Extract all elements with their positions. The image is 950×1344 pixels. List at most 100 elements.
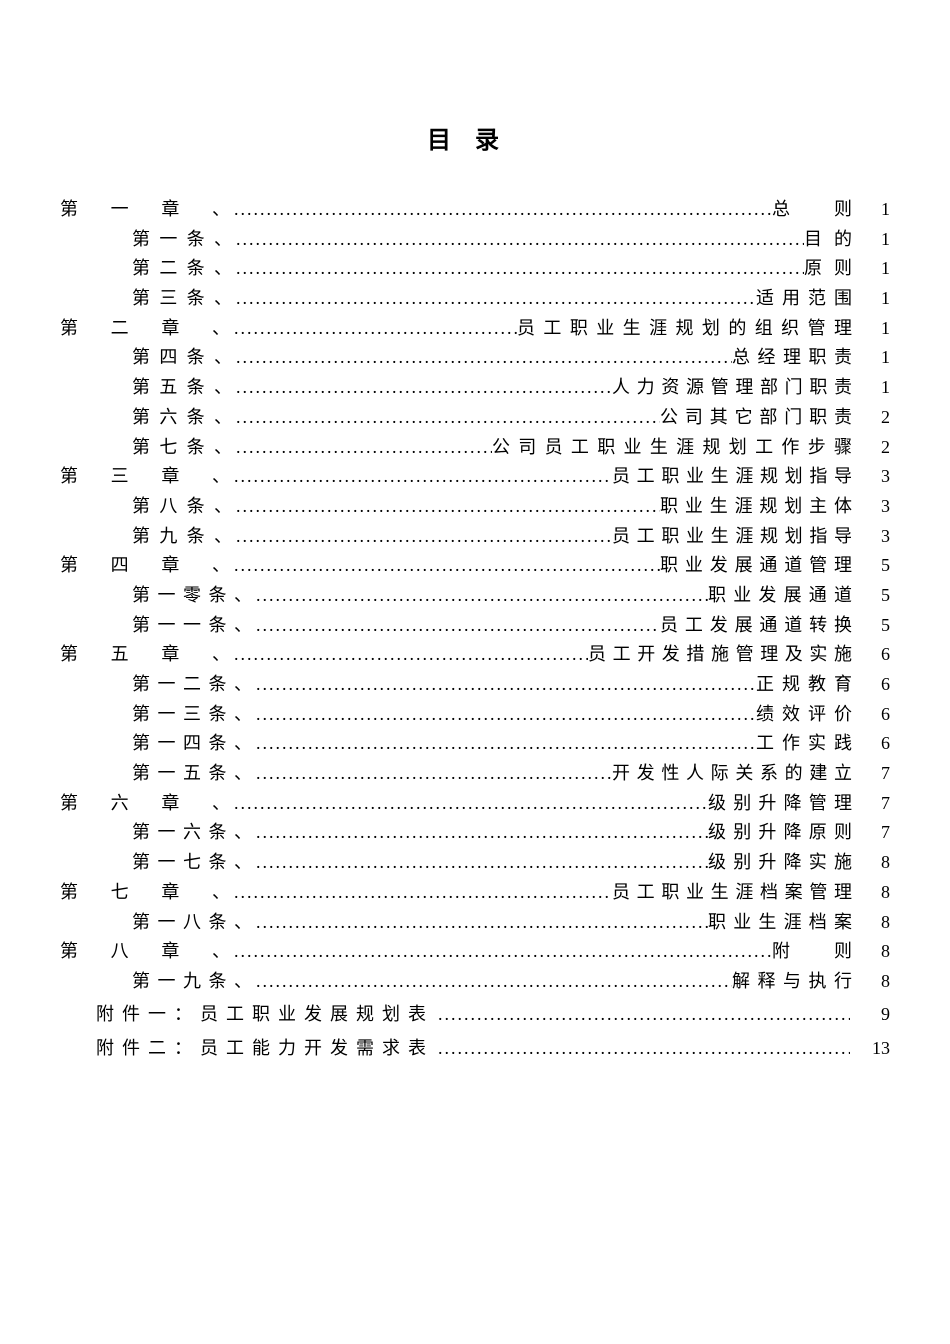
toc-entry: 第九条、....................................…	[60, 522, 890, 552]
toc-entry: 第四条、....................................…	[60, 343, 890, 373]
toc-entry-page: 5	[860, 551, 890, 581]
toc-entry-title: 绩效评价	[756, 700, 852, 730]
toc-dots: ........................................…	[252, 908, 708, 938]
toc-entry-title: 工作实践	[756, 729, 852, 759]
toc-dots: ........................................…	[232, 254, 804, 284]
toc-entry-title: 解释与执行	[732, 967, 852, 997]
toc-entry-title: 正规教育	[756, 670, 852, 700]
toc-entry-label: 第六条、	[132, 403, 232, 433]
toc-entry-title: 目的	[804, 225, 852, 255]
toc-entry-label: 第六章、	[60, 789, 230, 819]
appendix-label: 附件一：员工职业发展规划表	[96, 997, 434, 1031]
toc-entry-title: 级别升降管理	[708, 789, 852, 819]
toc-dots: ........................................…	[232, 403, 660, 433]
toc-entry-page: 2	[860, 433, 890, 463]
toc-entry-page: 3	[860, 522, 890, 552]
toc-entry-page: 8	[860, 878, 890, 908]
toc-entry-page: 5	[860, 611, 890, 641]
toc-entry: 第一三条、...................................…	[60, 700, 890, 730]
toc-entry-title: 级别升降原则	[708, 818, 852, 848]
toc-entry-label: 第七章、	[60, 878, 230, 908]
toc-entry-page: 1	[860, 195, 890, 225]
toc-entry-page: 1	[860, 343, 890, 373]
toc-entry-label: 第二章、	[60, 314, 230, 344]
toc-entry: 第三条、....................................…	[60, 284, 890, 314]
toc-dots: ........................................…	[230, 937, 772, 967]
toc-entry: 第一六条、...................................…	[60, 818, 890, 848]
toc-entry-title: 开发性人际关系的建立	[612, 759, 852, 789]
toc-entry-label: 第四条、	[132, 343, 232, 373]
toc-dots: ........................................…	[230, 640, 588, 670]
toc-dots: ........................................…	[230, 878, 612, 908]
toc-entry-title: 职业发展通道管理	[660, 551, 852, 581]
toc-entry: 第七章、....................................…	[60, 878, 890, 908]
toc-entry-page: 2	[860, 403, 890, 433]
toc-entry-title: 职业生涯规划主体	[660, 492, 852, 522]
toc-entry: 第一章、....................................…	[60, 195, 890, 225]
toc-entry-label: 第一零条、	[132, 581, 252, 611]
toc-entry-label: 第一章、	[60, 195, 230, 225]
toc-entry-label: 第二条、	[132, 254, 232, 284]
toc-dots: ........................................…	[232, 284, 756, 314]
toc-entry-title: 员工职业生涯规划的组织管理	[517, 314, 852, 344]
toc-entry: 第一八条、...................................…	[60, 908, 890, 938]
toc-entry-label: 第一七条、	[132, 848, 252, 878]
toc-dots: ........................................…	[252, 611, 660, 641]
toc-entry-label: 第一条、	[132, 225, 232, 255]
toc-entry-page: 1	[860, 225, 890, 255]
toc-entry: 第五章、....................................…	[60, 640, 890, 670]
toc-dots: ........................................…	[232, 225, 804, 255]
toc-dots: ........................................…	[232, 522, 612, 552]
toc-dots: ........................................…	[230, 462, 612, 492]
toc-entry-label: 第九条、	[132, 522, 232, 552]
toc-dots: ........................................…	[232, 373, 612, 403]
toc-entry-title: 人力资源管理部门职责	[612, 373, 852, 403]
toc-entry-page: 6	[860, 729, 890, 759]
appendix-entry: 附件二：员工能力开发需求表...........................…	[60, 1031, 890, 1065]
toc-entry-page: 1	[860, 314, 890, 344]
toc-entry-label: 第三条、	[132, 284, 232, 314]
toc-entry-label: 第一八条、	[132, 908, 252, 938]
toc-entry-page: 7	[860, 789, 890, 819]
toc-entry: 第八条、....................................…	[60, 492, 890, 522]
toc-entry-label: 第一四条、	[132, 729, 252, 759]
toc-entry-page: 8	[860, 908, 890, 938]
toc-dots: ........................................…	[434, 1031, 850, 1065]
toc-entry: 第六章、....................................…	[60, 789, 890, 819]
toc-dots: ........................................…	[230, 195, 772, 225]
toc-entry-page: 1	[860, 254, 890, 284]
toc-entry: 第三章、....................................…	[60, 462, 890, 492]
toc-dots: ........................................…	[230, 551, 660, 581]
toc-dots: ........................................…	[252, 759, 612, 789]
toc-entry: 第一五条、...................................…	[60, 759, 890, 789]
toc-entry: 第四章、....................................…	[60, 551, 890, 581]
toc-dots: ........................................…	[434, 997, 850, 1031]
appendix-page: 13	[850, 1031, 890, 1065]
toc-entry-label: 第四章、	[60, 551, 230, 581]
toc-entry-title: 员工开发措施管理及实施	[588, 640, 852, 670]
toc-entry-title: 适用范围	[756, 284, 852, 314]
toc-entry: 第二章、....................................…	[60, 314, 890, 344]
toc-entry-title: 总 则	[772, 195, 852, 225]
toc-dots: ........................................…	[252, 670, 756, 700]
toc-entry-title: 级别升降实施	[708, 848, 852, 878]
toc-entry-page: 6	[860, 670, 890, 700]
appendix-label: 附件二：员工能力开发需求表	[96, 1031, 434, 1065]
toc-entry-page: 6	[860, 640, 890, 670]
toc-entry-title: 员工发展通道转换	[660, 611, 852, 641]
toc-entry: 第一九条、...................................…	[60, 967, 890, 997]
toc-entry-label: 第一一条、	[132, 611, 252, 641]
toc-entry-label: 第七条、	[132, 433, 232, 463]
toc-entry-page: 1	[860, 284, 890, 314]
toc-entry: 第八章、....................................…	[60, 937, 890, 967]
toc-dots: ........................................…	[252, 848, 708, 878]
toc-entry-page: 3	[860, 492, 890, 522]
toc-entry-page: 3	[860, 462, 890, 492]
toc-entry-label: 第一六条、	[132, 818, 252, 848]
toc-entry-title: 职业生涯档案	[708, 908, 852, 938]
appendix-page: 9	[850, 997, 890, 1031]
toc-entry: 第一四条、...................................…	[60, 729, 890, 759]
toc-entry-label: 第一二条、	[132, 670, 252, 700]
toc-entry: 第七条、....................................…	[60, 433, 890, 463]
toc-entry: 第一一条、...................................…	[60, 611, 890, 641]
